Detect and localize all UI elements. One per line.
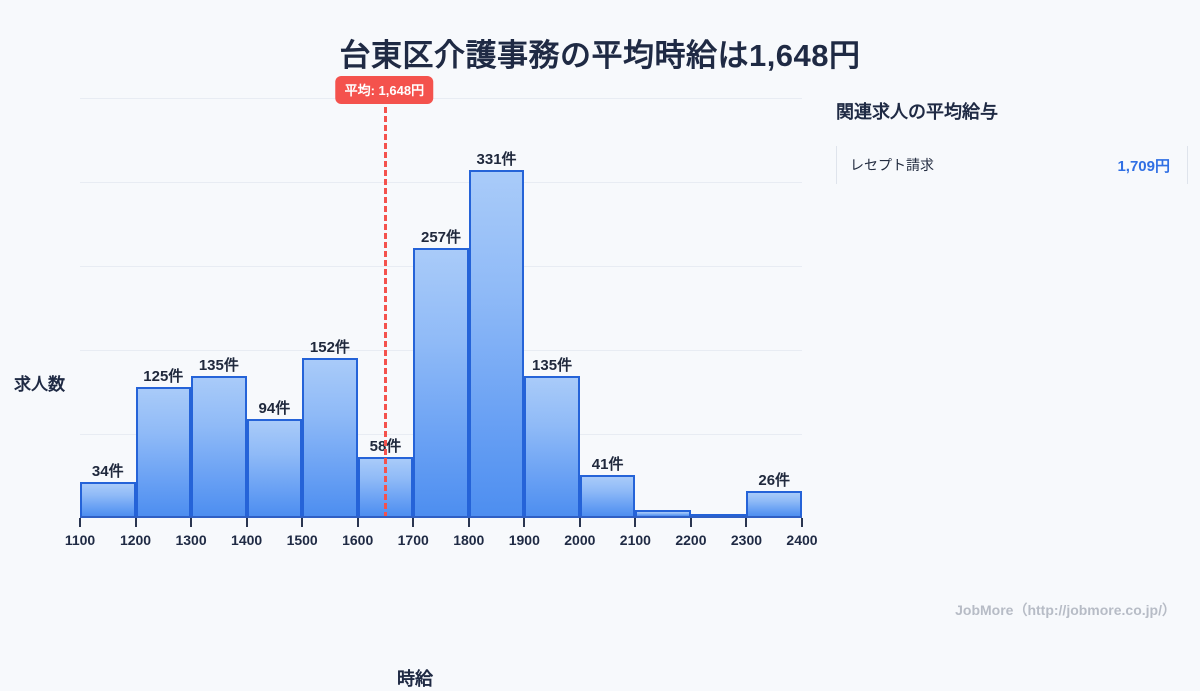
x-tick-label: 1900: [508, 532, 540, 548]
x-axis-title: 時給: [397, 669, 433, 689]
x-tick-label: 2300: [730, 532, 763, 548]
x-tick: [301, 518, 304, 527]
bar-value-label: 125件: [143, 367, 184, 385]
bar-series: 34件 125件 135件 94件 152件 58件 257件 331件 135件 41件 26件: [80, 98, 802, 518]
panel-row-value: 1,709円: [1117, 157, 1170, 175]
x-tick-label: 1200: [119, 532, 152, 548]
x-tick: [467, 518, 470, 527]
bar[interactable]: [579, 474, 636, 518]
x-tick-label: 1100: [64, 532, 96, 548]
related-salary-panel: 関連求人の平均給与 レセプト請求 1,709円: [836, 98, 1188, 184]
x-tick-label: 2000: [564, 532, 596, 548]
bar[interactable]: [302, 358, 358, 518]
bar-value-label: 135件: [532, 357, 573, 375]
bar[interactable]: [413, 248, 469, 518]
bar-value-label: 26件: [758, 471, 791, 489]
x-tick: [523, 518, 526, 527]
bar-value-label: 94件: [258, 400, 291, 418]
bar[interactable]: [191, 376, 247, 518]
x-tick: [79, 518, 81, 527]
bar-value-label: 152件: [309, 339, 350, 357]
x-tick: [245, 518, 248, 527]
bar[interactable]: [80, 482, 136, 518]
mean-badge: 平均: 1,648円: [335, 76, 434, 104]
x-tick: [634, 518, 637, 527]
x-axis-line: [80, 516, 802, 518]
histogram-chart: 求人数 34件 125件 135件 94件 152件 58件 257件 331件 135件 41件…: [0, 76, 830, 689]
x-tick-label: 1400: [231, 532, 263, 548]
bar[interactable]: [746, 490, 802, 518]
bar[interactable]: [135, 386, 192, 518]
bar[interactable]: [246, 419, 303, 518]
page-title: 台東区介護事務の平均時給は1,648円: [339, 38, 861, 73]
panel-row[interactable]: レセプト請求 1,709円: [836, 146, 1188, 184]
x-tick: [801, 518, 803, 527]
x-tick-label: 2100: [619, 532, 651, 548]
bar-value-label: 34件: [91, 463, 124, 481]
x-tick-label: 2200: [675, 532, 707, 548]
footer-watermark: JobMore（http://jobmore.co.jp/）: [955, 602, 1176, 618]
x-tick-label: 1700: [397, 532, 429, 548]
x-tick-label: 1600: [342, 532, 374, 548]
x-tick-label: 1500: [286, 532, 318, 548]
gridline-400: [80, 98, 802, 99]
x-tick-label: 2400: [786, 532, 818, 548]
y-axis-title: 求人数: [14, 375, 65, 394]
x-tick: [134, 518, 137, 527]
bar-value-label: 135件: [198, 357, 239, 375]
bar-value-label: 257件: [420, 229, 462, 247]
x-tick-label: 1800: [453, 532, 485, 548]
x-tick-label: 1300: [175, 532, 207, 548]
x-tick: [412, 518, 415, 527]
x-tick: [578, 518, 581, 527]
x-tick: [356, 518, 359, 527]
bar[interactable]: [524, 376, 580, 518]
x-tick: [190, 518, 193, 527]
x-tick: [689, 518, 692, 527]
bar-value-label: 331件: [476, 151, 517, 169]
panel-row-list: レセプト請求 1,709円: [836, 146, 1188, 184]
panel-title: 関連求人の平均給与: [836, 102, 998, 122]
plot-area: 34件 125件 135件 94件 152件 58件 257件 331件 135件 41件 26件 …: [79, 76, 803, 527]
bar[interactable]: [468, 170, 525, 518]
mean-dashed-line: [384, 98, 388, 518]
bar-value-label: 41件: [591, 455, 624, 473]
gridline-320: [80, 182, 802, 183]
x-tick: [745, 518, 748, 527]
panel-row-name: レセプト請求: [850, 157, 934, 173]
